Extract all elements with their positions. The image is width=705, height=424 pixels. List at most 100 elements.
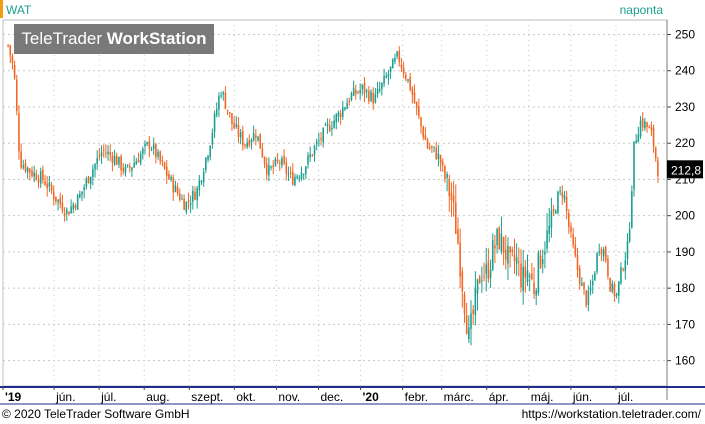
candle-body <box>305 166 307 175</box>
candle-body <box>570 226 572 232</box>
candle-body <box>146 142 148 145</box>
candle-body <box>233 122 235 129</box>
candle-body <box>561 192 564 197</box>
candle-body <box>452 195 455 203</box>
candle-body <box>424 135 427 141</box>
candle-body <box>257 136 259 141</box>
candle-body <box>79 194 81 198</box>
candle-body <box>85 178 88 187</box>
candle-body <box>585 290 587 306</box>
candle-body <box>391 59 394 69</box>
candle-body <box>654 147 657 159</box>
candle-body <box>235 124 238 127</box>
candle-body <box>502 236 505 253</box>
candle-body <box>639 120 642 137</box>
candle-body <box>537 252 540 293</box>
candle-body <box>65 209 68 214</box>
candle-body <box>239 132 242 138</box>
candle-body <box>637 134 640 143</box>
candle-body <box>409 76 411 90</box>
candle-body <box>370 91 372 101</box>
candle-body <box>318 140 320 142</box>
candle-body <box>444 166 446 179</box>
candle-body <box>557 191 559 213</box>
candle-body <box>544 252 546 255</box>
candle-body <box>272 165 275 168</box>
candle-body <box>322 127 325 143</box>
candle-body <box>504 249 507 260</box>
x-tick-label: febr. <box>405 390 428 404</box>
candle-body <box>355 89 357 95</box>
copyright-text: © 2020 TeleTrader Software GmbH <box>2 407 190 421</box>
candle-body <box>222 92 225 95</box>
candle-body <box>11 55 14 63</box>
candle-body <box>359 90 361 94</box>
candle-body <box>102 149 105 151</box>
candle-body <box>313 146 316 155</box>
candle-body <box>568 213 570 228</box>
candle-body <box>563 195 566 200</box>
candle-body <box>422 127 424 138</box>
ticker-accent-bar <box>0 0 3 18</box>
ticker-symbol[interactable]: WAT <box>6 3 32 17</box>
candle-body <box>83 187 85 191</box>
candle-body <box>24 163 27 172</box>
candle-body <box>337 112 340 117</box>
candle-body <box>259 133 261 149</box>
x-tick-label: júl. <box>617 390 633 404</box>
candle-body <box>405 75 407 80</box>
candle-body <box>500 233 503 252</box>
candle-body <box>394 57 396 62</box>
candle-body <box>368 91 370 102</box>
candle-body <box>583 282 585 290</box>
candle-body <box>496 228 498 246</box>
candle-body <box>105 152 107 154</box>
source-url[interactable]: https://workstation.teletrader.com/ <box>521 407 701 421</box>
candle-body <box>385 76 388 78</box>
candle-body <box>144 143 146 147</box>
candle-body <box>446 174 448 178</box>
period-label[interactable]: naponta <box>619 3 663 17</box>
candle-body <box>389 66 392 72</box>
candle-body <box>350 93 353 101</box>
candle-body <box>535 290 537 296</box>
candle-body <box>520 263 522 288</box>
candle-body <box>74 205 77 208</box>
candle-body <box>189 202 192 205</box>
candle-body <box>628 229 631 242</box>
x-tick-label: márc. <box>444 390 474 404</box>
candle-body <box>539 255 542 268</box>
candle-body <box>172 177 175 193</box>
candle-body <box>252 132 255 141</box>
candle-body <box>546 230 548 249</box>
candle-body <box>626 241 629 259</box>
candle-body <box>578 268 581 285</box>
candle-body <box>633 141 635 190</box>
candle-body <box>646 122 648 127</box>
candle-body <box>341 107 344 117</box>
candle-body <box>194 191 196 200</box>
candle-body <box>526 270 529 282</box>
candle-body <box>185 201 188 213</box>
candle-body <box>418 106 420 117</box>
candle-body <box>326 124 329 126</box>
candle-body <box>289 172 292 174</box>
candle-body <box>120 156 122 171</box>
x-tick-label: ápr. <box>489 390 509 404</box>
candle-body <box>428 147 431 149</box>
candle-body <box>294 176 296 186</box>
candle-body <box>109 151 112 156</box>
candle-body <box>159 151 162 162</box>
candle-body <box>615 293 618 296</box>
x-tick-label: nov. <box>278 390 300 404</box>
candle-body <box>333 120 335 128</box>
candle-body <box>20 151 22 168</box>
candle-body <box>192 190 194 202</box>
candle-body <box>489 269 492 279</box>
y-tick-label: 200 <box>675 209 695 223</box>
x-tick-label: aug. <box>146 390 169 404</box>
candle-body <box>31 170 33 177</box>
candle-body <box>157 151 159 157</box>
